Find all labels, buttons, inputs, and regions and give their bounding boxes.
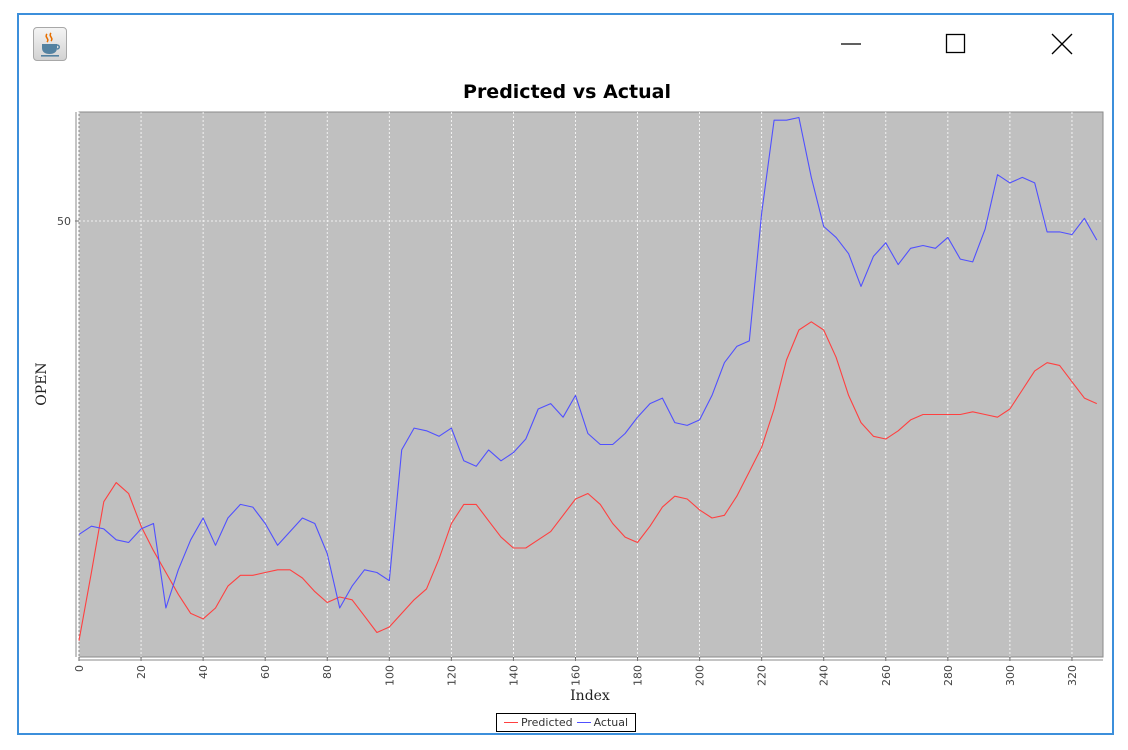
x-tick-label: 60: [259, 665, 272, 679]
x-tick-label: 40: [197, 665, 210, 679]
x-tick-label: 220: [756, 665, 769, 686]
x-tick-label: 240: [818, 665, 831, 686]
chart-title: Predicted vs Actual: [463, 81, 671, 103]
plot-area: [78, 111, 1104, 658]
x-tick-label: 320: [1066, 665, 1079, 686]
x-tick-label: 140: [507, 665, 520, 686]
x-tick-label: 300: [1004, 665, 1017, 686]
y-tick-label: 50: [57, 215, 71, 228]
legend-swatch-predicted: [503, 722, 518, 723]
x-tick-label: 120: [445, 665, 458, 686]
x-tick-label: 0: [73, 665, 86, 672]
x-tick-label: 20: [135, 665, 148, 679]
x-tick-label: 280: [942, 665, 955, 686]
java-cup-icon[interactable]: [33, 27, 67, 61]
grid: [78, 112, 1103, 657]
x-tick-label: 100: [383, 665, 396, 686]
y-axis-label: OPEN: [34, 362, 50, 405]
legend-label-actual: Actual: [593, 716, 629, 729]
x-axis-label: Index: [570, 688, 610, 704]
series-line-predicted: [78, 321, 1098, 641]
series-line-actual: [78, 116, 1098, 609]
legend: Predicted Actual: [496, 713, 636, 732]
x-tick-label: 160: [569, 665, 582, 686]
legend-label-predicted: Predicted: [520, 716, 573, 729]
axes: 0 20 40 60 80 100 120 140 160 180 200 220 240 260 280 3…: [57, 112, 1103, 686]
legend-swatch-actual: [576, 722, 591, 723]
x-tick-label: 80: [321, 665, 334, 679]
series-layer: [78, 116, 1098, 641]
maximize-icon[interactable]: [936, 27, 976, 61]
x-tick-label: 180: [632, 665, 645, 686]
legend-item-predicted: Predicted: [503, 716, 573, 729]
x-tick-label: 260: [880, 665, 893, 686]
minimize-icon[interactable]: [831, 27, 871, 61]
close-icon[interactable]: [1042, 27, 1082, 61]
legend-item-actual: Actual: [576, 716, 629, 729]
x-tick-label: 200: [694, 665, 707, 686]
